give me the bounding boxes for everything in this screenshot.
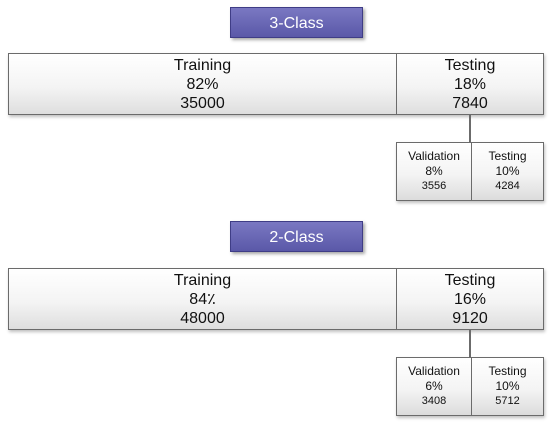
testing-sub-label: Testing <box>488 149 527 163</box>
scenario-2class-title: 2-Class Scenario <box>230 221 363 277</box>
validation-segment: Validation 6% 3408 <box>397 358 471 415</box>
testing-label: Testing <box>444 56 496 74</box>
scenario-3class-split-bar: Validation 8% 3556 Testing 10% 4284 <box>396 142 544 201</box>
split-connector <box>469 330 471 357</box>
testing-sub-percent: 10% <box>495 379 520 393</box>
testing-segment: Testing 16% 9120 <box>396 269 543 329</box>
training-segment: Training 84٪ 48000 <box>9 269 396 329</box>
split-connector <box>469 115 471 142</box>
training-percent: 82% <box>186 75 219 93</box>
training-count: 48000 <box>180 309 225 327</box>
training-segment: Training 82% 35000 <box>9 54 396 114</box>
testing-percent: 18% <box>453 75 487 93</box>
testing-sub-segment: Testing 10% 5712 <box>471 358 543 415</box>
scenario-3class-title: 3-Class Scenario <box>230 7 363 63</box>
testing-sub-count: 4284 <box>495 180 520 192</box>
training-label: Training <box>173 271 232 289</box>
testing-sub-percent: 10% <box>495 164 520 178</box>
training-percent: 84٪ <box>189 290 216 308</box>
validation-count: 3556 <box>421 180 447 192</box>
scenario-2class-main-bar: Training 84٪ 48000 Testing 16% 9120 <box>8 268 544 330</box>
testing-count: 7840 <box>452 94 488 112</box>
training-label: Training <box>173 56 232 74</box>
testing-sub-label: Testing <box>488 364 527 378</box>
validation-count: 3408 <box>421 395 447 407</box>
validation-segment: Validation 8% 3556 <box>397 143 471 200</box>
validation-percent: 8% <box>425 164 443 178</box>
testing-percent: 16% <box>453 290 487 308</box>
scenario-3class-main-bar: Training 82% 35000 Testing 18% 7840 <box>8 53 544 115</box>
testing-segment: Testing 18% 7840 <box>396 54 543 114</box>
testing-label: Testing <box>444 271 496 289</box>
testing-count: 9120 <box>452 309 488 327</box>
testing-sub-segment: Testing 10% 4284 <box>471 143 543 200</box>
validation-percent: 6% <box>425 379 443 393</box>
scenario-2class-split-bar: Validation 6% 3408 Testing 10% 5712 <box>396 357 544 416</box>
training-count: 35000 <box>180 94 225 112</box>
validation-label: Validation <box>408 364 460 378</box>
validation-label: Validation <box>408 149 460 163</box>
testing-sub-count: 5712 <box>495 395 520 407</box>
